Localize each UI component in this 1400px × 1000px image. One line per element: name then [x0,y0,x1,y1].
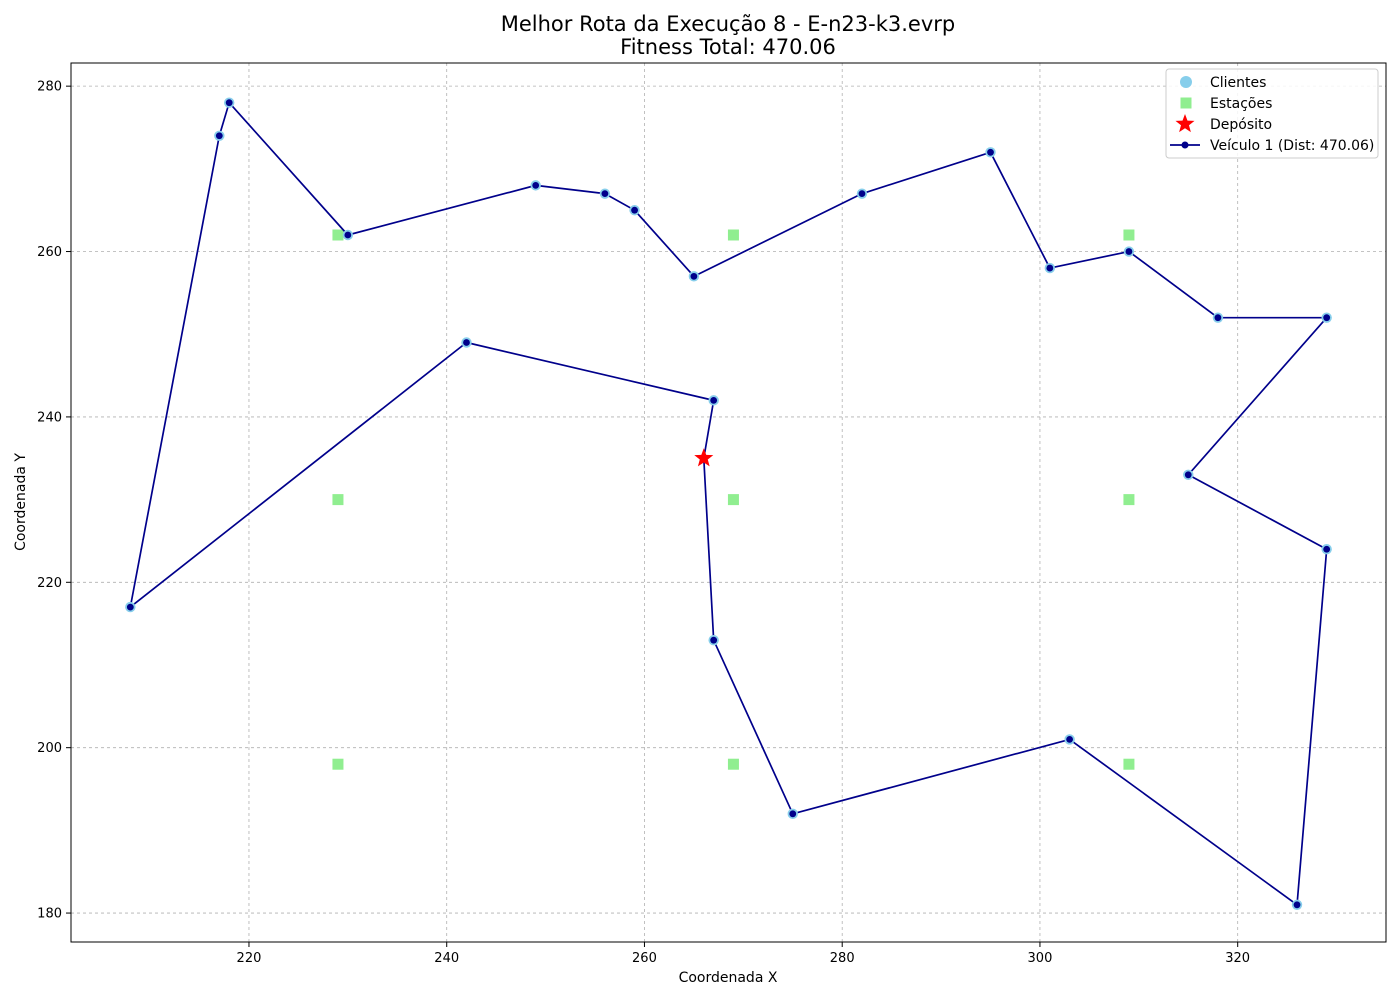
y-tick-label: 200 [37,741,62,756]
station-marker [727,758,739,770]
stations-layer [332,229,1135,770]
x-tick-label: 220 [237,951,262,966]
x-tick-label: 280 [830,951,855,966]
y-tick-label: 220 [37,576,62,591]
station-marker [1123,758,1135,770]
depot-marker [694,448,714,467]
x-tick-label: 300 [1028,951,1053,966]
route-point [225,99,233,107]
chart-subtitle: Fitness Total: 470.06 [620,35,836,59]
route-point [710,636,718,644]
route-point [1046,264,1054,272]
route-point [344,231,352,239]
station-marker [332,229,344,241]
x-tick-label: 240 [434,951,459,966]
legend-depot-marker [1175,114,1195,133]
route-point [690,272,698,280]
route-point [126,603,134,611]
legend-route-marker [1181,141,1189,149]
route-point [463,339,470,346]
route-point [710,396,718,404]
x-tick-label: 320 [1225,951,1250,966]
route-point [1323,314,1331,322]
route-point [532,181,540,189]
legend-depot-label: Depósito [1210,117,1272,133]
route-layer [129,101,1328,906]
route-point [789,810,797,818]
y-axis-label: Coordenada Y [13,453,29,551]
y-tick-label: 260 [37,245,62,260]
legend: Clientes Estações Depósito Veículo 1 (Di… [1165,68,1379,159]
legend-route-label: Veículo 1 (Dist: 470.06) [1210,138,1374,154]
ticks-layer: 220 240 260 280 300 320 180 200 220 240 260 280 [37,80,1250,966]
route-point [1184,471,1192,479]
route-point [215,132,223,140]
depot-layer [694,448,714,467]
route-point [1214,314,1222,322]
x-tick-label: 260 [632,951,657,966]
y-tick-label: 280 [37,80,62,95]
route-point [987,148,994,156]
route-line [129,101,1328,906]
plot-frame [70,62,1387,943]
y-tick-label: 240 [37,410,62,425]
route-point [1323,545,1331,553]
y-tick-label: 180 [37,907,62,922]
legend-clients-marker [1180,76,1192,88]
station-marker [332,758,344,770]
legend-box [1165,68,1379,159]
station-marker [727,229,739,241]
station-marker [1123,229,1135,241]
route-point [1066,736,1074,743]
route-point [601,190,609,198]
clients-layer [125,97,1332,910]
route-point [631,206,638,214]
station-marker [332,494,344,506]
legend-stations-label: Estações [1210,96,1272,112]
station-marker [1123,494,1135,506]
x-axis-label: Coordenada X [679,970,778,986]
legend-clients-label: Clientes [1210,75,1266,91]
chart-title: Melhor Rota da Execução 8 - E-n23-k3.evr… [501,12,956,36]
route-point [1125,248,1133,255]
route-point [858,190,866,198]
legend-stations-marker [1180,97,1192,109]
station-marker [727,494,739,506]
route-point [1293,901,1301,909]
